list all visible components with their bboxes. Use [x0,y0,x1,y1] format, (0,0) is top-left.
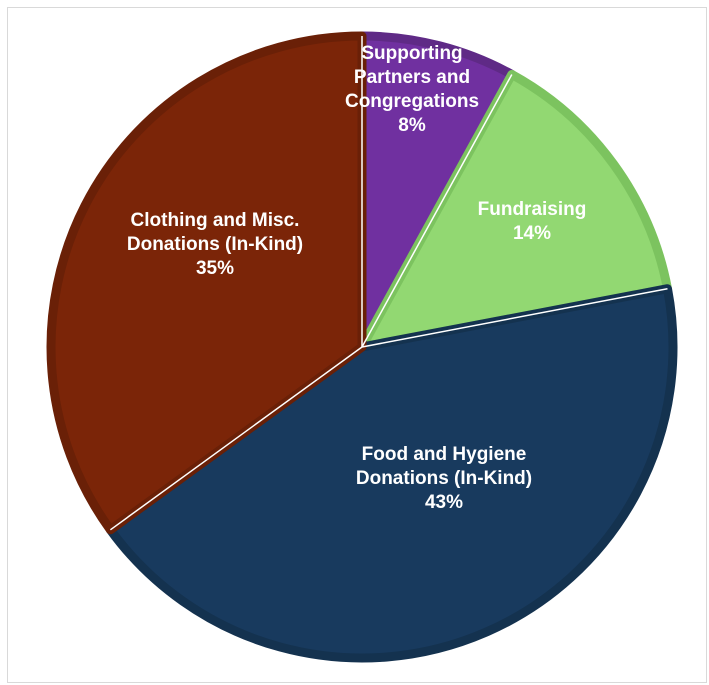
pie-slices [46,31,678,663]
slice-percent-label: 35% [196,258,234,279]
pie-slice-2 [357,69,672,352]
pie-slice-3 [105,284,678,663]
slice-label-1: Supporting Partners and Congregations 8% [345,43,479,136]
pie-slice-separator [361,287,668,348]
slice-category-label: Donations (In-Kind) [127,234,303,255]
pie-slice-separator [109,346,363,531]
slice-percent-label: 14% [513,223,551,244]
slice-category-label: Supporting [361,43,462,64]
slice-category-label: Congregations [345,91,479,112]
pie-labels: Supporting Partners and Congregations 8% Fun… [127,43,586,513]
slice-label-4: Clothing and Misc. Donations (In-Kind) 35% [127,210,303,279]
slice-percent-label: 8% [398,115,426,136]
slice-category-label: Partners and [354,67,470,88]
slice-percent-label: 43% [425,492,463,513]
pie-slice-1 [357,31,517,352]
slice-category-label: Donations (In-Kind) [356,468,532,489]
slice-label-2: Fundraising 14% [478,199,587,244]
slice-label-3: Food and Hygiene Donations (In-Kind) 43% [356,444,532,513]
pie-slice-4 [46,31,367,535]
slice-category-label: Food and Hygiene [362,444,527,465]
slice-category-label: Fundraising [478,199,587,220]
pie-slice-separator [361,74,513,348]
slice-category-label: Clothing and Misc. [131,210,300,231]
